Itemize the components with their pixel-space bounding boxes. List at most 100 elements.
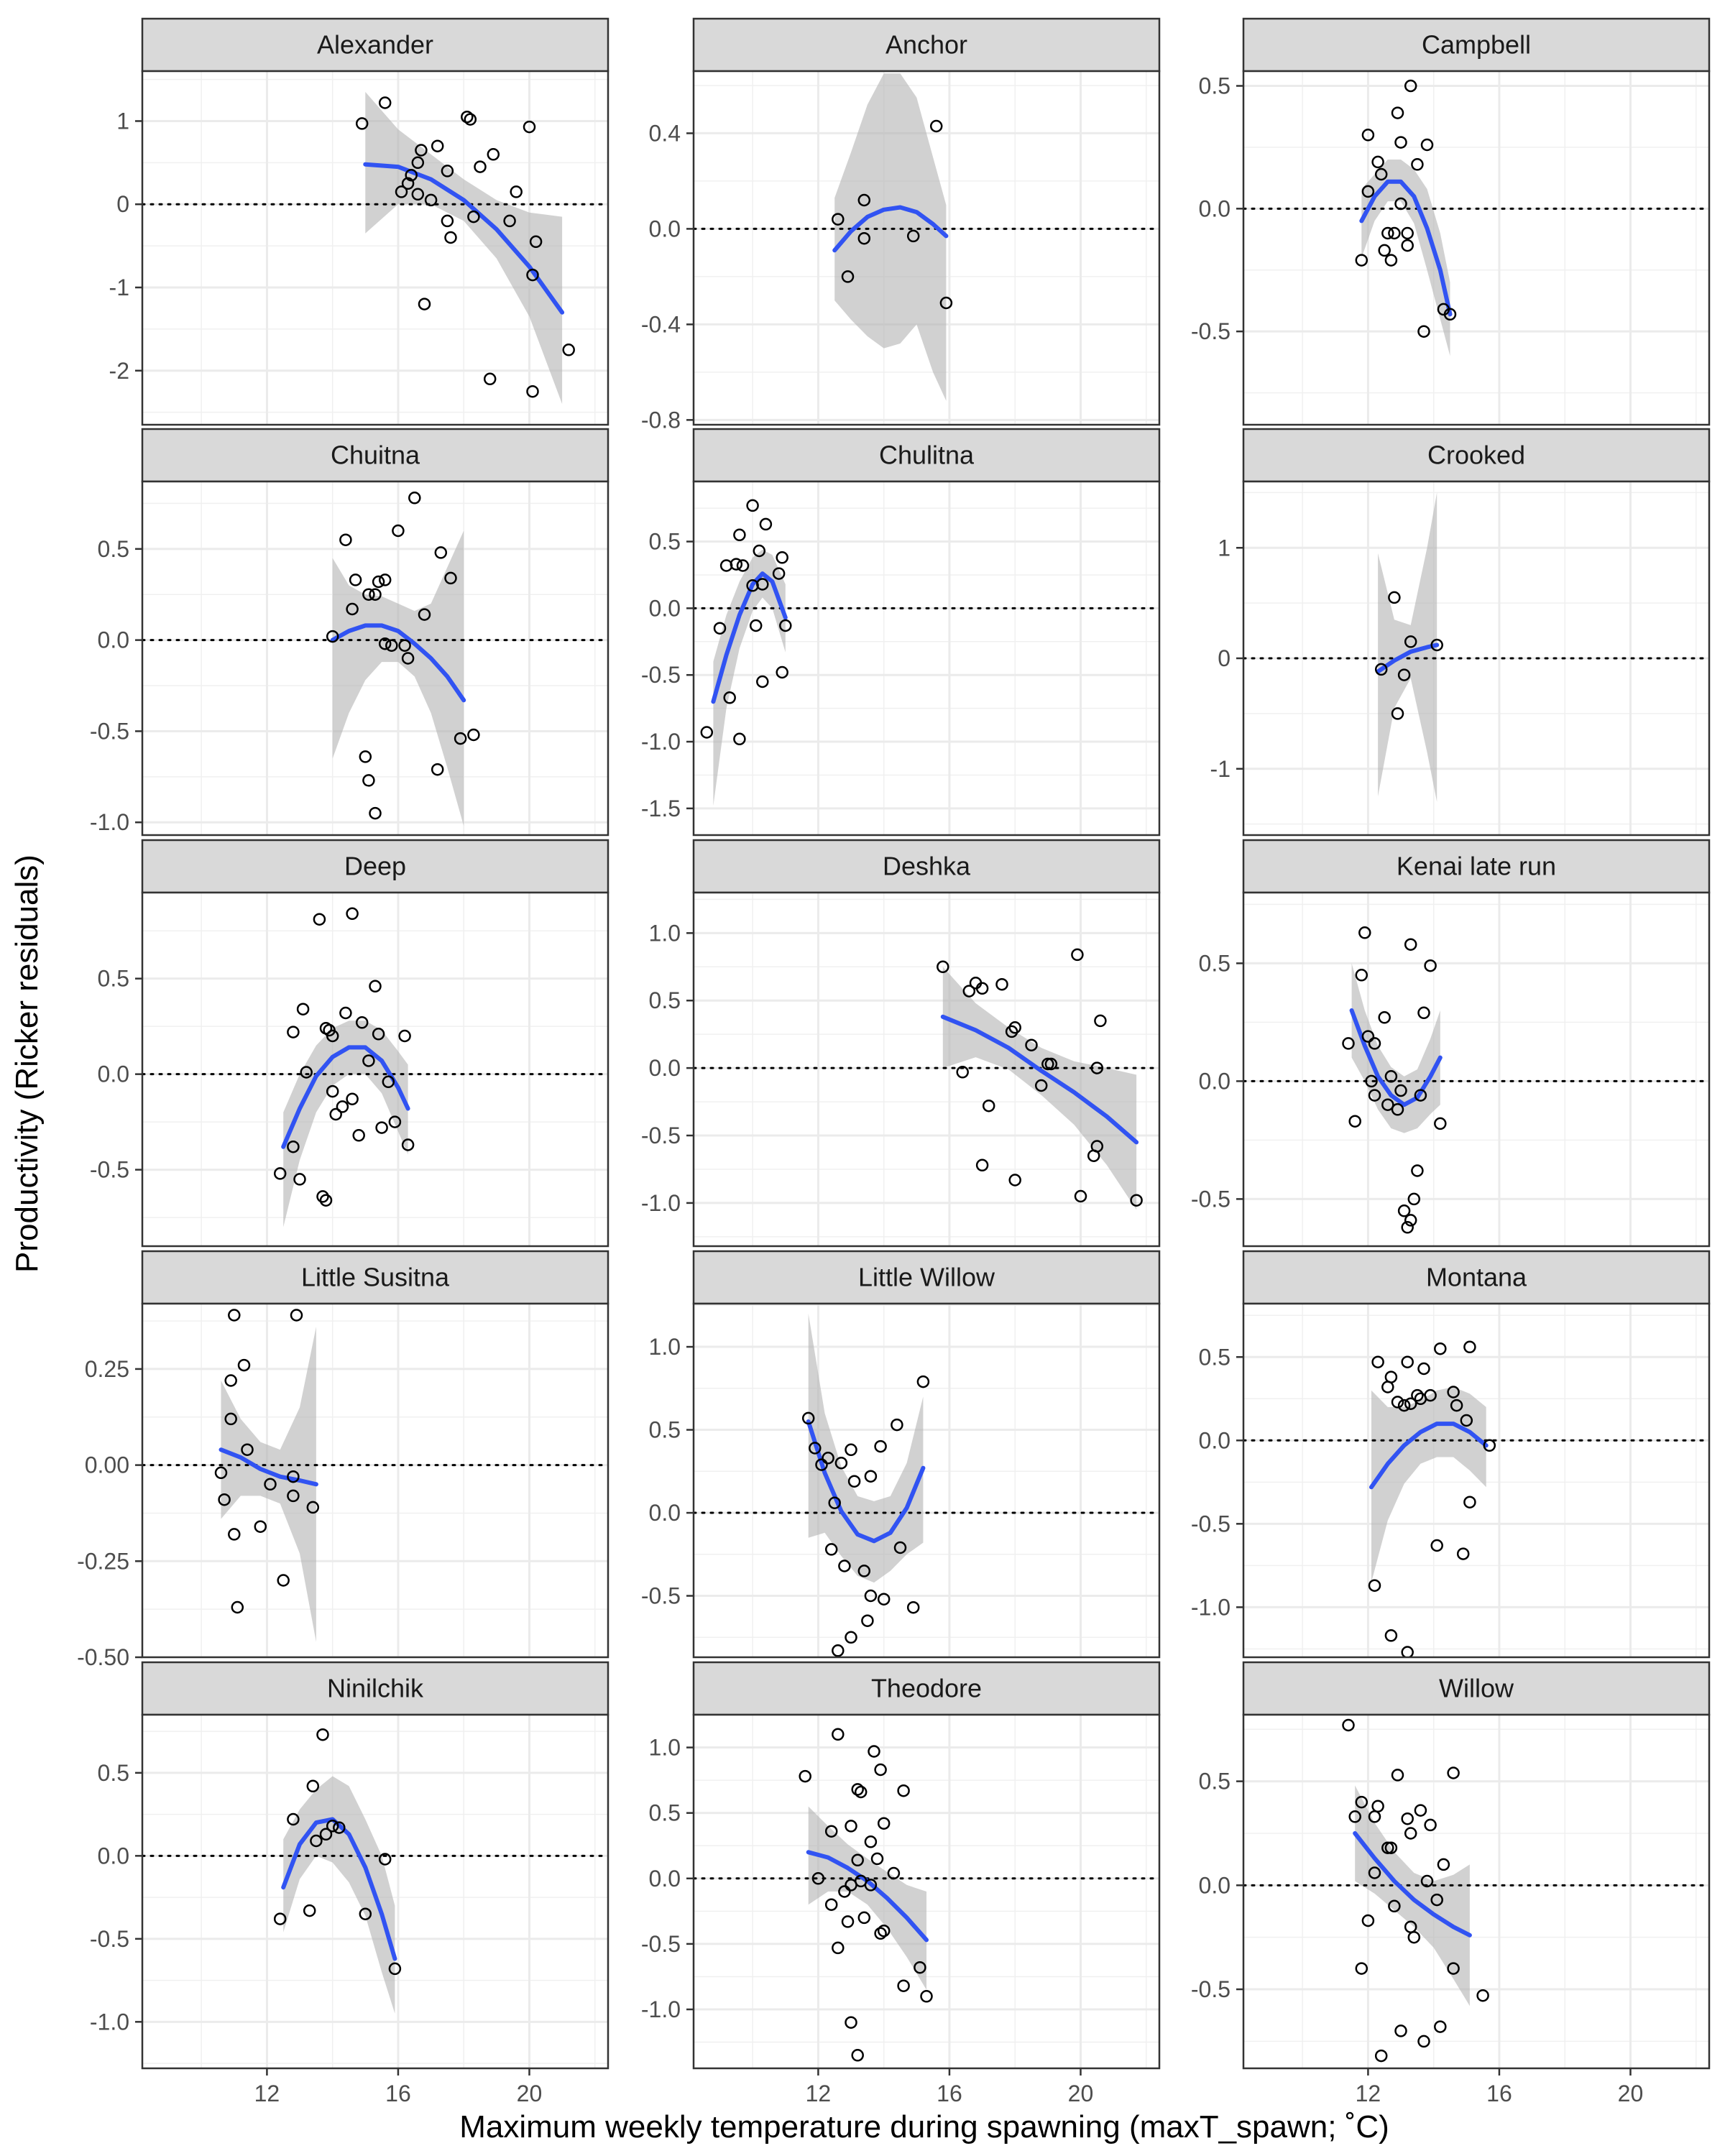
strip-alexander — [141, 17, 610, 73]
data-point — [333, 1821, 346, 1834]
plot-layer-kenai-late-run — [1243, 926, 1709, 1234]
data-point — [713, 622, 727, 635]
data-point — [1483, 1439, 1496, 1452]
x-tick-label-ninilchik: 12 — [254, 2081, 280, 2106]
data-point — [378, 96, 392, 109]
data-point — [1404, 1397, 1417, 1410]
data-point — [1384, 254, 1398, 267]
data-point — [1388, 1899, 1401, 1913]
y-tick-label-willow: -0.5 — [1191, 1976, 1230, 2002]
y-tick-label-deep: 0.0 — [98, 1061, 129, 1087]
panel-border-kenai-late-run — [1242, 891, 1711, 1248]
data-point — [369, 980, 382, 993]
data-point — [1342, 1718, 1355, 1732]
y-tick-label-kenai-late-run: 0.5 — [1199, 950, 1230, 976]
data-point — [897, 1784, 910, 1797]
plot-layer-little-willow — [694, 1313, 1159, 1657]
fit-curve-anchor — [832, 205, 949, 253]
panel-border-deshka — [692, 891, 1161, 1248]
y-tick-label-crooked: 0 — [1218, 645, 1230, 671]
data-point — [1368, 1579, 1381, 1592]
panel-alexander: Alexander 1 0 -1 -2 — [109, 17, 610, 426]
data-point — [891, 1418, 903, 1432]
panel-little-willow: Little Willow 1.0 0.5 0.0 -0.5 — [641, 1250, 1161, 1659]
data-point — [1008, 1021, 1021, 1034]
x-tick-label-willow: 20 — [1618, 2081, 1644, 2106]
y-tick-label-willow: 0.0 — [1199, 1872, 1230, 1898]
data-point — [824, 1898, 838, 1911]
data-point — [1404, 1827, 1417, 1840]
data-point — [815, 1458, 828, 1471]
data-point — [293, 1173, 306, 1186]
data-point — [401, 1138, 415, 1151]
data-point — [1443, 308, 1457, 321]
plot-layer-crooked — [1243, 492, 1709, 802]
y-tick-label-campbell: 0.0 — [1199, 195, 1230, 221]
data-point — [418, 298, 431, 310]
strip-chuitna — [141, 428, 610, 483]
y-tick-label-montana: 0.5 — [1199, 1344, 1230, 1370]
y-tick-label-chulitna: 0.0 — [649, 595, 681, 621]
data-point — [887, 1866, 901, 1880]
panel-border-chulitna — [692, 480, 1161, 837]
data-point — [874, 1927, 887, 1940]
data-point — [1130, 1194, 1143, 1207]
data-point — [1434, 2020, 1447, 2033]
fit-curve-deshka — [940, 1014, 1139, 1145]
data-point — [382, 1075, 395, 1089]
data-point — [845, 2016, 857, 2029]
data-point — [824, 1543, 838, 1556]
data-point — [1381, 226, 1394, 240]
panel-border-willow — [1242, 1713, 1711, 2070]
panel-background-little-willow — [694, 1304, 1159, 1657]
fit-curve-kenai-late-run — [1349, 1008, 1443, 1107]
data-point — [369, 588, 382, 601]
y-tick-label-chulitna: -1.0 — [641, 729, 681, 755]
data-point — [1404, 1214, 1417, 1227]
confidence-ribbon-little-willow — [808, 1313, 924, 1583]
y-tick-label-montana: 0.0 — [1199, 1427, 1230, 1453]
strip-campbell — [1242, 17, 1711, 73]
fit-curve-little-susitna — [218, 1447, 318, 1487]
data-point — [1355, 1795, 1368, 1809]
data-point — [1394, 1084, 1407, 1097]
data-point — [864, 1470, 878, 1483]
data-point — [326, 1820, 339, 1833]
data-point — [526, 384, 539, 398]
data-point — [897, 1979, 910, 1992]
confidence-ribbon-ninilchik — [283, 1776, 395, 2014]
y-tick-label-theodore: 0.0 — [649, 1866, 681, 1892]
data-point — [1397, 1204, 1411, 1217]
strip-label-little-willow: Little Willow — [858, 1263, 995, 1292]
data-point — [398, 639, 411, 652]
data-point — [857, 193, 871, 207]
data-point — [424, 193, 438, 207]
data-point — [929, 119, 943, 133]
data-point — [776, 665, 788, 679]
data-point — [906, 1600, 920, 1614]
y-tick-label-little-susitna: -0.25 — [77, 1548, 129, 1574]
data-point — [1394, 136, 1407, 149]
data-point — [1384, 1629, 1398, 1642]
data-point — [1348, 1115, 1361, 1128]
data-point — [306, 1501, 320, 1514]
strip-ninilchik — [141, 1661, 610, 1716]
data-point — [1348, 1810, 1361, 1823]
y-tick-label-theodore: 1.0 — [649, 1735, 681, 1761]
data-point — [405, 168, 418, 182]
data-point — [916, 1375, 930, 1388]
data-point — [956, 1066, 969, 1079]
data-point — [1430, 1893, 1443, 1907]
data-point — [1417, 1362, 1430, 1376]
y-tick-label-little-susitna: 0.00 — [85, 1452, 129, 1478]
data-point — [346, 602, 359, 616]
confidence-ribbon-campbell — [1361, 160, 1450, 356]
data-point — [326, 630, 339, 643]
data-point — [388, 1962, 402, 1976]
data-point — [290, 1309, 303, 1322]
y-tick-label-montana: -0.5 — [1191, 1511, 1230, 1537]
y-tick-label-campbell: 0.5 — [1199, 73, 1230, 99]
data-point — [756, 675, 769, 688]
data-point — [700, 726, 714, 739]
data-point — [914, 1961, 926, 1974]
